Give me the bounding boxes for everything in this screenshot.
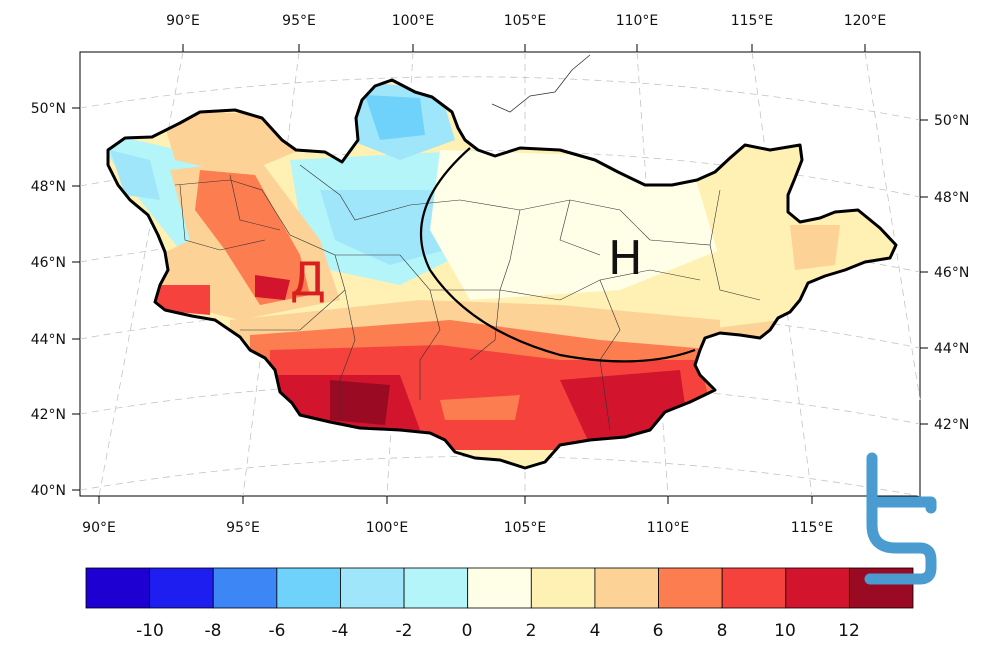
colorbar-box	[467, 567, 532, 609]
top-lon-label: 100°E	[392, 13, 435, 29]
colorbar-label: -6	[269, 621, 286, 641]
colorbar-box	[530, 567, 596, 609]
colorbar-label: 4	[590, 621, 601, 641]
colorbar-box	[212, 567, 278, 609]
top-lon-label: 120°E	[844, 13, 887, 29]
field-peak-southwest	[330, 380, 390, 425]
colorbar-box	[340, 567, 405, 609]
colorbar-box	[658, 567, 723, 609]
right-lat-label: 42°N	[934, 417, 969, 433]
field-cool-north-2	[365, 95, 425, 140]
top-lon-label: 110°E	[616, 13, 659, 29]
field-neutral-center	[430, 150, 720, 300]
field-hot-west	[195, 170, 310, 305]
colorbar-label: -4	[332, 621, 349, 641]
colorbar-box	[149, 567, 214, 609]
colorbar-box	[85, 567, 151, 609]
top-lon-label: 95°E	[282, 13, 316, 29]
colorbar-boxes	[85, 567, 914, 609]
logo-glyph	[866, 496, 937, 514]
left-lat-label: 48°N	[31, 179, 66, 195]
bottom-lon-label: 105°E	[504, 520, 547, 536]
field-warm-northwest	[160, 110, 300, 175]
left-lat-label: 46°N	[31, 255, 66, 271]
left-lat-labels: 50°N 48°N 46°N 44°N 42°N 40°N	[31, 101, 66, 499]
right-lat-label: 46°N	[934, 265, 969, 281]
top-lon-label: 105°E	[504, 13, 547, 29]
left-lat-label: 42°N	[31, 407, 66, 423]
top-lon-labels: 90°E 95°E 100°E 105°E 110°E 115°E 120°E	[166, 13, 886, 29]
neighbor-border	[491, 54, 591, 113]
bottom-lon-label: 95°E	[226, 520, 260, 536]
parallel-50	[79, 76, 921, 121]
field-warm-east-spot	[790, 225, 840, 270]
field-hot-southwest	[155, 285, 210, 315]
colorbar-label: -10	[136, 621, 164, 641]
field-cool-west-2	[110, 150, 160, 200]
right-lat-label: 50°N	[934, 113, 969, 129]
province-borders	[174, 164, 761, 431]
meridian-95	[242, 51, 300, 497]
field-warm-pocket	[440, 395, 520, 420]
bottom-lon-label: 90°E	[82, 520, 116, 536]
meridian-120	[864, 51, 921, 401]
colorbar-label: 12	[838, 621, 860, 641]
field-light-east	[690, 140, 896, 300]
logo-glyph	[864, 452, 937, 585]
bottom-lon-labels: 90°E 95°E 100°E 105°E 110°E 115°E	[82, 520, 833, 536]
colorbar-label: -2	[396, 621, 413, 641]
top-lon-label: 115°E	[731, 13, 774, 29]
high-pressure-contour	[419, 147, 696, 363]
high-pressure-marker: H	[608, 231, 643, 285]
country-outline	[106, 78, 898, 470]
bottom-lon-label: 115°E	[791, 520, 834, 536]
field-cool-central-2	[320, 190, 445, 265]
axis-ticks	[72, 44, 928, 504]
left-lat-label: 40°N	[31, 483, 66, 499]
colorbar-label: -8	[205, 621, 222, 641]
colorbar-label: 6	[653, 621, 664, 641]
colorbar-box	[276, 567, 341, 609]
colorbar-label: 10	[774, 621, 796, 641]
colorbar-box	[403, 567, 469, 609]
left-lat-label: 50°N	[31, 101, 66, 117]
right-lat-label: 44°N	[934, 341, 969, 357]
colorbar: -10 -8 -6 -4 -2 0 2 4 6 8 10 12	[85, 567, 914, 641]
right-lat-labels: 50°N 48°N 46°N 44°N 42°N	[934, 113, 969, 433]
colorbar-box	[785, 567, 850, 609]
meridian-90	[98, 51, 184, 497]
bottom-lon-label: 100°E	[366, 520, 409, 536]
low-pressure-marker: Д	[290, 252, 326, 306]
meridian-115	[751, 51, 813, 497]
left-lat-label: 44°N	[31, 332, 66, 348]
watermark-logo	[864, 452, 937, 585]
top-lon-label: 90°E	[166, 13, 200, 29]
colorbar-box	[721, 567, 787, 609]
bottom-lon-label: 110°E	[647, 520, 690, 536]
colorbar-labels: -10 -8 -6 -4 -2 0 2 4 6 8 10 12	[136, 621, 860, 641]
colorbar-label: 2	[526, 621, 537, 641]
colorbar-box	[594, 567, 659, 609]
colorbar-label: 8	[717, 621, 728, 641]
field-hot-spot	[255, 275, 290, 300]
colorbar-label: 0	[462, 621, 473, 641]
right-lat-label: 48°N	[934, 190, 969, 206]
